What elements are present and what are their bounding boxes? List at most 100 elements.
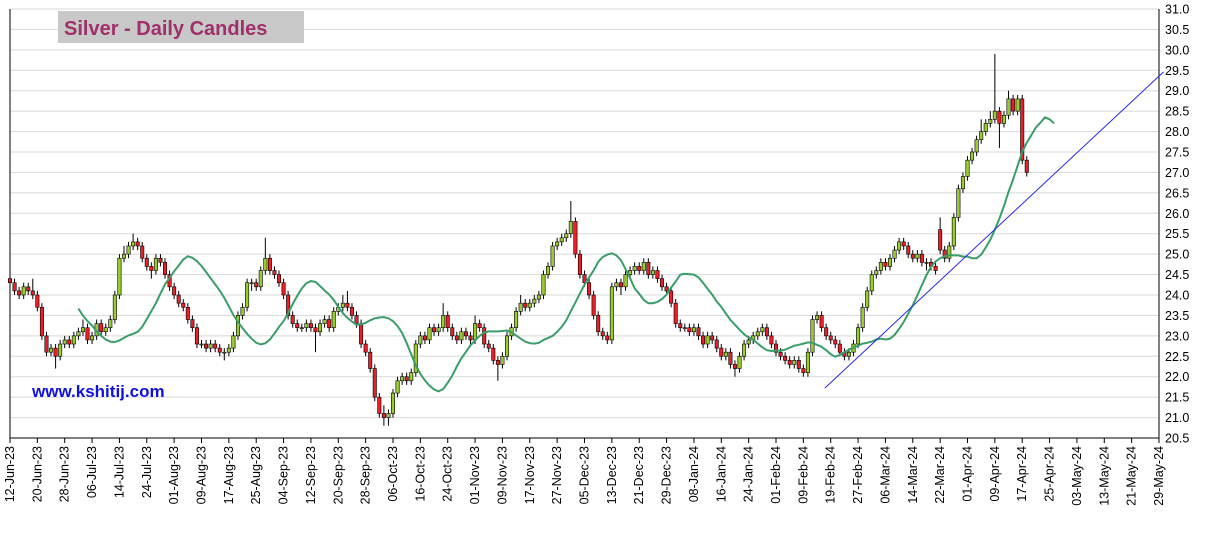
x-tick-label: 17-Aug-23 [222, 446, 236, 504]
y-tick-label: 20.5 [1165, 432, 1189, 446]
candle-body [158, 257, 163, 263]
y-tick-label: 22.0 [1165, 370, 1189, 384]
x-tick-label: 29-May-24 [1152, 446, 1166, 506]
candle-body [432, 327, 437, 333]
candle-body [245, 282, 250, 308]
candle-body [422, 335, 427, 341]
candle-body [778, 351, 783, 357]
x-tick-label: 20-Sep-23 [331, 446, 345, 504]
candle-body [878, 262, 883, 271]
candle-body [974, 139, 979, 153]
candle-body [226, 347, 231, 353]
candle-body [979, 131, 984, 141]
x-tick-label: 14-Jul-23 [112, 446, 126, 498]
candle-body [277, 274, 282, 284]
candle-body [587, 282, 592, 296]
candle-body [951, 217, 956, 247]
y-tick-label: 31.0 [1165, 3, 1189, 17]
candle-body [869, 274, 874, 292]
candle-body [938, 229, 943, 251]
candle-body [965, 159, 970, 177]
x-tick-label: 06-Mar-24 [878, 446, 892, 504]
candle-body [58, 343, 63, 357]
candle-body [486, 343, 491, 349]
candle-body [573, 221, 578, 255]
candle-body [240, 306, 245, 316]
candle-body [44, 335, 49, 353]
candle-body [924, 262, 929, 264]
candle-body [591, 294, 596, 316]
candle-body [728, 351, 733, 365]
candle-body [504, 335, 509, 357]
candle-body [76, 331, 81, 337]
candle-body [304, 323, 309, 328]
candle-body [185, 306, 190, 320]
y-tick-label: 29.5 [1165, 64, 1189, 78]
candle-body [596, 315, 601, 333]
candle-body [149, 266, 154, 271]
candle-body [655, 270, 660, 279]
x-tick-label: 25-Aug-23 [249, 446, 263, 504]
candle-body [514, 311, 519, 328]
candle-body [308, 323, 313, 328]
candle-body [846, 351, 851, 357]
candle-body [473, 323, 478, 341]
x-tick-label: 17-Nov-23 [523, 446, 537, 504]
candle-body [764, 327, 769, 337]
candle-body [249, 282, 254, 285]
candle-body [368, 351, 373, 369]
x-tick-label: 01-Apr-24 [961, 446, 975, 502]
candle-body [413, 343, 418, 373]
x-tick-label: 24-Oct-23 [441, 446, 455, 502]
y-tick-label: 27.0 [1165, 166, 1189, 180]
x-tick-label: 24-Jan-24 [742, 446, 756, 502]
candle-body [390, 392, 395, 414]
candle-body [85, 327, 90, 341]
candle-body [696, 327, 701, 337]
candle-body [623, 274, 628, 288]
candle-body [404, 376, 409, 382]
candle-body [62, 339, 67, 345]
candle-body [947, 245, 952, 259]
candle-body [313, 327, 318, 333]
candle-body [208, 343, 213, 349]
candle-body [1015, 98, 1020, 112]
candle-body [701, 335, 706, 345]
x-tick-label: 14-Mar-24 [906, 446, 920, 504]
candle-body [381, 413, 386, 418]
trend-line [824, 71, 1164, 389]
candle-body [897, 241, 902, 251]
candle-body [783, 355, 788, 361]
candle-body [837, 343, 842, 353]
candle-body [997, 110, 1002, 124]
candle-body [349, 306, 354, 316]
candle-body [290, 315, 295, 324]
candle-body [532, 298, 537, 304]
candle-body [181, 302, 186, 308]
candle-body [646, 262, 651, 275]
candle-body [856, 327, 861, 345]
candle-body [824, 327, 829, 337]
x-tick-label: 24-Jul-23 [140, 446, 154, 498]
candle-body [737, 355, 742, 369]
candle-body [568, 221, 573, 235]
candle-body [523, 302, 528, 308]
candle-body [723, 351, 728, 357]
candle-body [327, 319, 332, 328]
candle-body [691, 327, 696, 333]
candle-body [331, 311, 336, 328]
candle-body [874, 270, 879, 275]
x-tick-label: 22-Mar-24 [933, 446, 947, 504]
candle-body [126, 245, 131, 255]
candle-body [687, 327, 692, 333]
candle-body [409, 372, 414, 382]
candle-body [742, 343, 747, 357]
candle-body [988, 119, 993, 124]
candle-body [682, 327, 687, 329]
candle-body [901, 241, 906, 247]
candle-body [970, 151, 975, 161]
candle-body [39, 306, 44, 337]
candle-body [90, 335, 95, 341]
candle-body [609, 286, 614, 341]
candle-body [491, 347, 496, 361]
